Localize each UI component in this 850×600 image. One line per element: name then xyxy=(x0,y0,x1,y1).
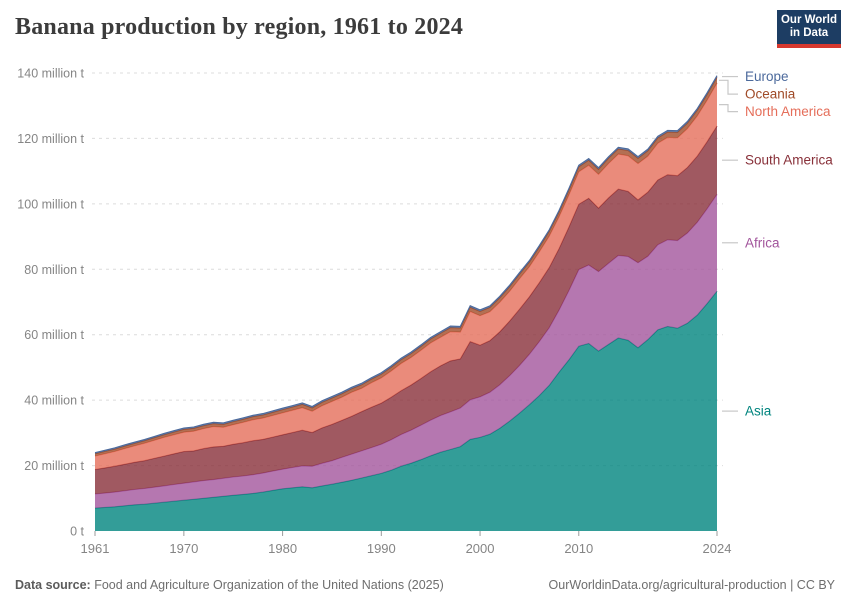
y-axis-label-80: 80 million t xyxy=(24,263,84,277)
x-axis-label-1961: 1961 xyxy=(81,541,110,556)
credit-link[interactable]: OurWorldinData.org/agricultural-producti… xyxy=(548,578,835,592)
y-axis-label-140: 140 million t xyxy=(17,67,84,81)
owid-logo[interactable]: Our World in Data xyxy=(777,10,841,48)
x-axis-label-2010: 2010 xyxy=(564,541,593,556)
y-axis-label-20: 20 million t xyxy=(24,459,84,473)
y-axis-label-100: 100 million t xyxy=(17,197,84,211)
legend-label-europe[interactable]: Europe xyxy=(745,69,789,84)
y-axis-label-60: 60 million t xyxy=(24,328,84,342)
area-south-america[interactable] xyxy=(95,126,717,494)
legend-leader-oceania xyxy=(719,79,738,95)
chart-header: Banana production by region, 1961 to 202… xyxy=(0,0,850,58)
legend-label-south-america[interactable]: South America xyxy=(745,153,833,168)
y-axis-label-120: 120 million t xyxy=(17,132,84,146)
x-axis-label-1970: 1970 xyxy=(169,541,198,556)
x-axis-label-1980: 1980 xyxy=(268,541,297,556)
x-axis-label-2024: 2024 xyxy=(703,541,732,556)
logo-line1: Our World xyxy=(780,13,837,26)
legend-label-africa[interactable]: Africa xyxy=(745,235,780,250)
legend-label-north-america[interactable]: North America xyxy=(745,104,831,119)
legend-label-asia[interactable]: Asia xyxy=(745,404,772,419)
x-axis-label-2000: 2000 xyxy=(466,541,495,556)
y-axis-label-0: 0 t xyxy=(70,525,84,539)
area-asia[interactable] xyxy=(95,291,717,531)
data-source-label: Data source: xyxy=(15,578,91,592)
chart-footer: Data source: Food and Agriculture Organi… xyxy=(0,578,850,592)
data-source: Data source: Food and Agriculture Organi… xyxy=(15,578,444,592)
data-source-text: Food and Agriculture Organization of the… xyxy=(94,578,444,592)
area-boundary-europe xyxy=(94,75,718,454)
logo-line2: in Data xyxy=(789,27,829,39)
y-axis-label-40: 40 million t xyxy=(24,394,84,408)
legend-label-oceania[interactable]: Oceania xyxy=(745,87,796,102)
area-africa[interactable] xyxy=(95,194,717,509)
page-title: Banana production by region, 1961 to 202… xyxy=(15,14,464,40)
x-axis-label-1990: 1990 xyxy=(367,541,396,556)
legend-leader-north-america xyxy=(719,104,738,113)
